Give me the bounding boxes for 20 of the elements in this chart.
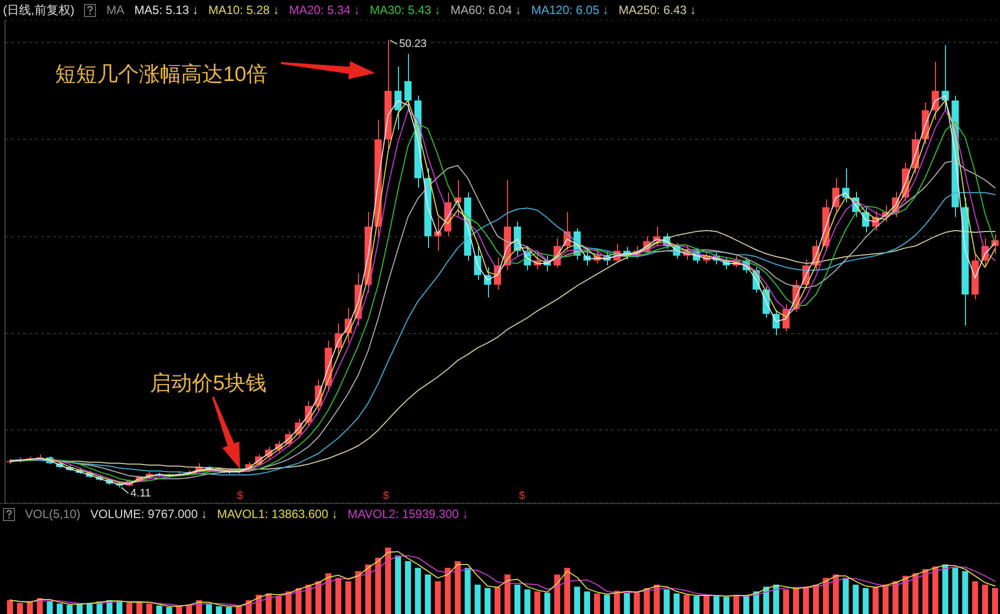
text: MA5: 5.13 ↓ bbox=[134, 3, 198, 17]
annotation: 短短几个涨幅高达10倍 bbox=[55, 62, 268, 86]
text: MA120: 6.05 ↓ bbox=[531, 3, 609, 17]
text: MA60: 6.04 ↓ bbox=[450, 3, 522, 17]
text: MAVOL1: 13863.600 ↓ bbox=[217, 507, 338, 521]
text: VOLUME: 9767.000 ↓ bbox=[90, 507, 208, 521]
legend-title: VOL(5,10) bbox=[25, 507, 80, 521]
text: MA30: 5.43 ↓ bbox=[370, 3, 441, 17]
text: MA250: 6.43 ↓ bbox=[618, 3, 696, 17]
text: MAVOL2: 15939.300 ↓ bbox=[348, 507, 468, 521]
text: $ bbox=[236, 490, 244, 502]
annotation: 50.23 bbox=[399, 38, 427, 50]
text: MA10: 5.28 ↓ bbox=[208, 3, 280, 17]
text: MA20: 5.34 ↓ bbox=[289, 3, 360, 17]
annotation: 启动价5块钱 bbox=[150, 372, 267, 395]
text: 4.11 bbox=[130, 487, 152, 500]
text: $ bbox=[382, 490, 390, 502]
legend-title: MA bbox=[106, 3, 124, 17]
text: $ bbox=[518, 490, 526, 502]
chart-title: (日线,前复权) bbox=[3, 3, 74, 17]
